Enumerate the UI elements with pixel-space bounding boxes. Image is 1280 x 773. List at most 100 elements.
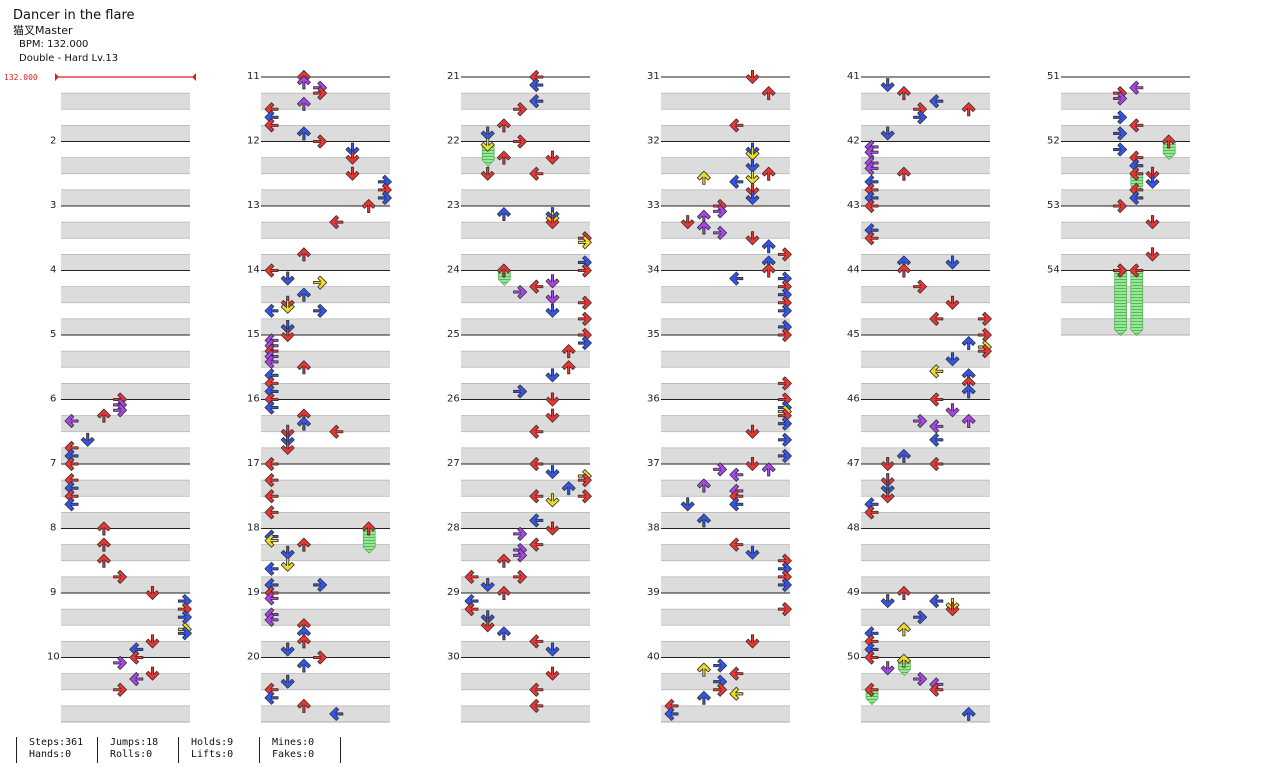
beat-band — [861, 641, 990, 658]
step-arrow-up — [496, 207, 511, 222]
beat-band — [61, 189, 190, 206]
beat-band — [461, 318, 590, 335]
step-arrow-right — [1113, 142, 1128, 157]
measure-number: 16 — [247, 394, 260, 405]
measure-number: 29 — [447, 587, 460, 598]
beat-band — [661, 189, 790, 206]
measure-number: 7 — [50, 458, 56, 469]
step-arrow-left — [264, 561, 279, 576]
beat-band — [261, 512, 390, 529]
beat-band — [61, 480, 190, 497]
step-arrow-up — [296, 658, 311, 673]
beat-band — [661, 415, 790, 432]
beat-band — [461, 447, 590, 464]
beat-band — [261, 189, 390, 206]
step-arrow-right — [713, 658, 728, 673]
step-arrow-right — [777, 432, 792, 447]
beat-band — [1061, 222, 1190, 239]
measure-number: 28 — [447, 523, 460, 534]
measure-number: 52 — [1047, 136, 1060, 147]
beat-band — [1061, 189, 1190, 206]
beat-band — [61, 125, 190, 142]
beat-band — [261, 673, 390, 690]
step-arrow-left — [264, 690, 279, 705]
measure-number: 46 — [847, 394, 860, 405]
step-arrow-left — [264, 400, 279, 415]
step-arrow-left — [529, 78, 544, 93]
beat-band — [61, 318, 190, 335]
beat-band — [261, 383, 390, 400]
beat-band — [261, 93, 390, 110]
beat-band — [261, 125, 390, 142]
measure-number: 38 — [647, 523, 660, 534]
measure-number: 19 — [247, 587, 260, 598]
stat-divider — [340, 737, 342, 763]
step-arrow-down — [745, 70, 760, 84]
beat-band — [661, 254, 790, 271]
beat-band — [661, 383, 790, 400]
beat-band — [461, 705, 590, 722]
beat-band — [661, 609, 790, 626]
measure-number: 5 — [50, 329, 56, 340]
step-arrow-down — [680, 497, 695, 512]
measure-number: 23 — [447, 200, 460, 211]
beat-band — [261, 641, 390, 658]
beat-band — [261, 544, 390, 561]
beat-band — [861, 383, 990, 400]
step-arrow-down — [545, 465, 560, 480]
beat-band — [261, 609, 390, 626]
beat-band — [61, 351, 190, 368]
step-arrow-left — [1129, 80, 1144, 95]
measure-number: 43 — [847, 200, 860, 211]
stat-top: Steps:361 — [29, 737, 84, 748]
beat-band — [861, 125, 990, 142]
hold-body — [1114, 270, 1127, 337]
bpm-marker-label: 132.000 — [4, 73, 38, 82]
measure-number: 30 — [447, 652, 460, 663]
bpm-start-marker — [55, 73, 59, 81]
stat-bottom: Rolls:0 — [110, 749, 153, 760]
beat-band — [661, 512, 790, 529]
measure-number: 14 — [247, 265, 260, 276]
beat-band — [261, 447, 390, 464]
step-arrow-down — [545, 368, 560, 383]
step-arrow-right — [913, 110, 928, 125]
beat-band — [61, 512, 190, 529]
measure-number: 12 — [247, 136, 260, 147]
song-bpm: BPM: 132.000 — [19, 39, 89, 50]
step-arrow-down — [945, 403, 960, 418]
measure-number: 34 — [647, 265, 660, 276]
beat-band — [861, 222, 990, 239]
step-arrow-right — [113, 655, 128, 670]
beat-band — [661, 157, 790, 174]
beat-band — [461, 222, 590, 239]
beat-band — [861, 673, 990, 690]
beat-band — [261, 480, 390, 497]
beat-band — [1061, 254, 1190, 271]
step-arrow-down — [545, 274, 560, 289]
beat-band — [461, 254, 590, 271]
measure-number: 36 — [647, 394, 660, 405]
stat-top: Holds:9 — [191, 737, 234, 748]
step-arrow-up — [496, 626, 511, 641]
beat-band — [261, 351, 390, 368]
stat-bottom: Lifts:0 — [191, 749, 234, 760]
beat-band — [861, 415, 990, 432]
measure-number: 41 — [847, 71, 860, 82]
step-arrow-left — [729, 497, 744, 512]
measure-number: 13 — [247, 200, 260, 211]
step-arrow-left — [264, 303, 279, 318]
beat-band — [661, 480, 790, 497]
measure-number: 3 — [50, 200, 56, 211]
beat-band — [661, 93, 790, 110]
beat-band — [861, 254, 990, 271]
beat-band — [661, 576, 790, 593]
step-arrow-up — [696, 690, 711, 705]
beat-band — [261, 286, 390, 303]
measure-number: 15 — [247, 329, 260, 340]
beat-band — [61, 576, 190, 593]
measure-number: 40 — [647, 652, 660, 663]
beat-band — [861, 512, 990, 529]
beat-band — [861, 480, 990, 497]
measure-number: 2 — [50, 136, 56, 147]
